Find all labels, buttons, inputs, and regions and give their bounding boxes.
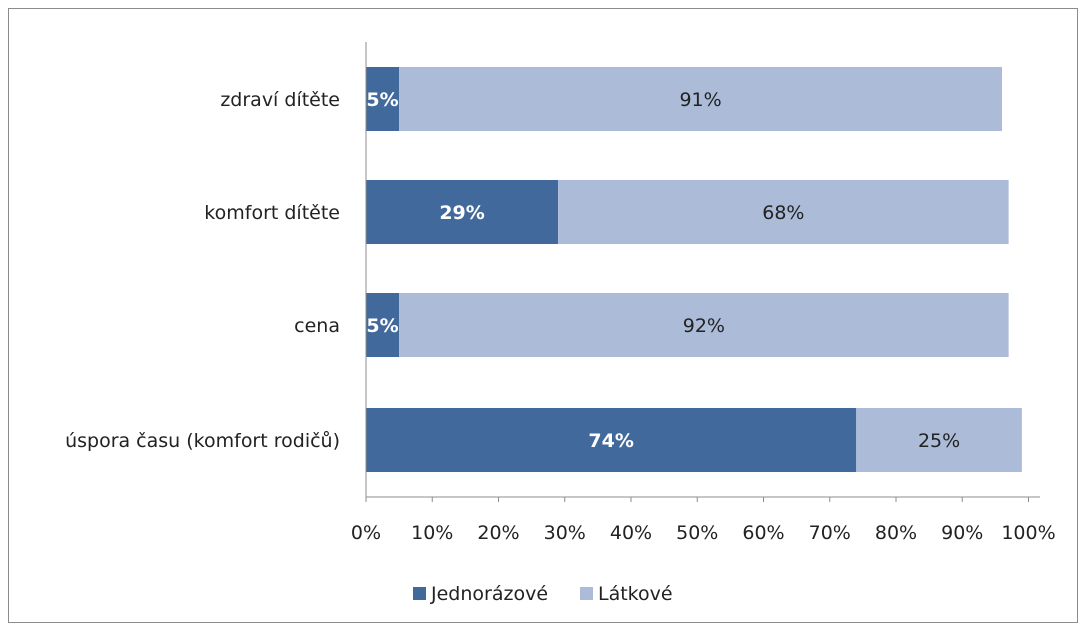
x-tick-label: 90%	[941, 522, 983, 544]
x-tick-label: 30%	[544, 522, 586, 544]
legend-label: Látkové	[598, 583, 673, 605]
category-label: úspora času (komfort rodičů)	[65, 430, 340, 452]
x-tick-label: 20%	[477, 522, 519, 544]
axis-layer	[365, 42, 1040, 498]
category-label: cena	[294, 315, 340, 337]
category-label: zdraví dítěte	[220, 89, 340, 111]
bar-jednorazove-1	[366, 180, 559, 244]
x-tick-label: 80%	[875, 522, 917, 544]
data-label: 29%	[439, 202, 484, 224]
x-tick-label: 100%	[1001, 522, 1055, 544]
bar-latkove-0	[399, 67, 1002, 131]
x-tick-label: 70%	[809, 522, 851, 544]
data-label: 25%	[918, 430, 960, 452]
bar-latkove-3	[856, 408, 1022, 472]
data-label: 74%	[588, 430, 633, 452]
bar-latkove-1	[558, 180, 1009, 244]
x-tick-label: 40%	[610, 522, 652, 544]
legend: Jednorázové Látkové	[413, 583, 673, 605]
x-tick-label: 60%	[742, 522, 784, 544]
data-label: 91%	[679, 89, 721, 111]
x-tick-label: 50%	[676, 522, 718, 544]
data-label: 68%	[762, 202, 804, 224]
x-tick-labels: 0% 10% 20% 30% 40% 50% 60% 70% 80% 90% 100%	[351, 497, 1056, 544]
bar-jednorazove-3	[366, 408, 857, 472]
legend-swatch-latkove	[580, 587, 593, 600]
category-label: komfort dítěte	[204, 202, 340, 224]
bars-layer: 5% 91% 29% 68% 5% 92% 74% 25%	[366, 67, 1022, 472]
legend-swatch-jednorazove	[413, 587, 426, 600]
data-label: 5%	[366, 89, 398, 111]
legend-label: Jednorázové	[430, 583, 548, 605]
bar-jednorazove-0	[366, 67, 400, 131]
data-label: 5%	[366, 315, 398, 337]
category-labels: zdraví dítěte komfort dítěte cena úspora ča…	[65, 89, 340, 452]
x-tick-label: 10%	[411, 522, 453, 544]
x-tick-label: 0%	[351, 522, 381, 544]
data-label: 92%	[683, 315, 725, 337]
bar-latkove-2	[399, 293, 1009, 357]
bar-jednorazove-2	[366, 293, 400, 357]
